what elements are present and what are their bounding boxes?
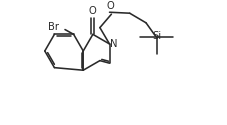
Text: Br: Br bbox=[48, 22, 59, 32]
Text: O: O bbox=[89, 6, 96, 16]
Text: N: N bbox=[110, 39, 117, 49]
Text: O: O bbox=[106, 1, 114, 11]
Text: Si: Si bbox=[151, 31, 160, 41]
